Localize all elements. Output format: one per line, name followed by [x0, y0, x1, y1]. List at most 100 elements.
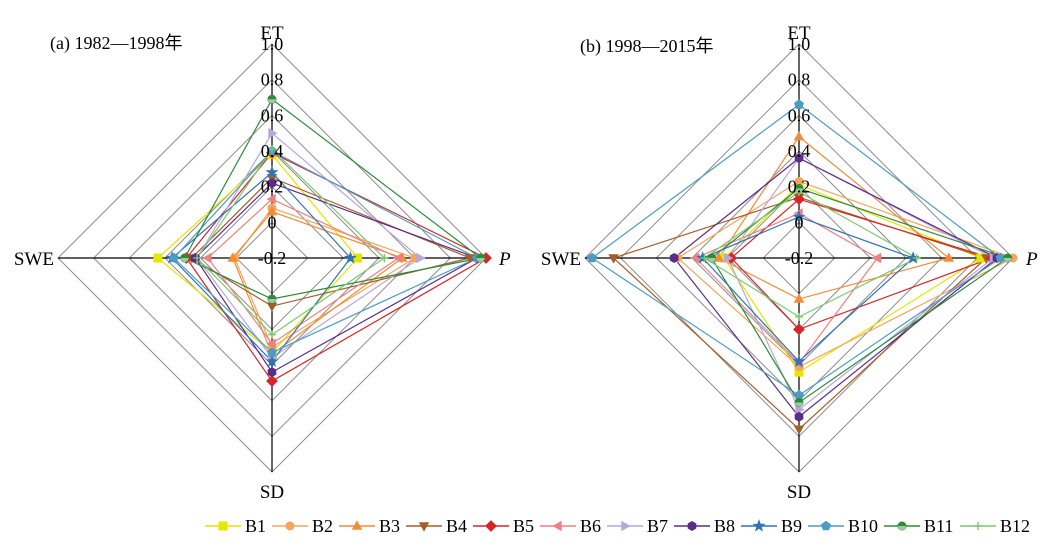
- tick-label: 0.2: [788, 177, 811, 197]
- data-point-b10-sd: [794, 390, 804, 400]
- legend-label: B6: [580, 516, 601, 536]
- legend-marker: [687, 521, 697, 531]
- data-point-b12-sd: [268, 330, 276, 339]
- tick-label: 1.0: [261, 34, 284, 54]
- tick-label: 0: [795, 212, 804, 232]
- data-point-b11-sd: [794, 397, 804, 407]
- data-point-b7-swe: [723, 252, 734, 264]
- data-point-b11-p: [476, 253, 486, 263]
- legend-item-b9: B9: [741, 516, 802, 536]
- data-point-b6-swe: [689, 252, 700, 264]
- data-point-b12-swe: [193, 254, 202, 262]
- axis-label-swe: SWE: [541, 249, 581, 270]
- tick-label: 0.8: [788, 70, 811, 90]
- legend-item-b12: B12: [960, 516, 1030, 536]
- panel-b: 1.0 0.8 0.6 0.4 0.2 0 -0.2 ET P SD SWE (b) 1998—201…: [541, 23, 1038, 503]
- data-point-b1-p: [353, 253, 363, 263]
- legend-marker: [897, 521, 907, 531]
- legend-item-b2: B2: [272, 516, 333, 536]
- axis-label-p: P: [1025, 249, 1038, 270]
- legend-marker: [974, 522, 982, 530]
- axis-label-swe: SWE: [14, 249, 54, 270]
- legend-marker: [218, 521, 228, 531]
- legend-label: B5: [513, 516, 534, 536]
- legend-label: B10: [848, 516, 878, 536]
- series-line-b11: [710, 187, 1009, 404]
- tick-label: 0.6: [261, 105, 284, 125]
- legend-item-b8: B8: [674, 516, 735, 536]
- data-point-b12-swe: [700, 254, 709, 262]
- data-point-b4-swe: [608, 254, 619, 264]
- tick-label: -0.2: [258, 248, 287, 268]
- legend-label: B1: [245, 516, 266, 536]
- data-point-b1-swe: [153, 253, 163, 263]
- data-point-b11-et: [267, 94, 277, 104]
- data-point-b4-sd: [793, 425, 805, 435]
- data-point-b8-et: [267, 178, 277, 189]
- data-point-b7-sd: [795, 404, 805, 415]
- data-point-b3-swe: [713, 252, 725, 262]
- tick-label: 1.0: [788, 34, 811, 54]
- panel-a: 1.0 0.8 0.6 0.4 0.2 0 -0.2 ET P SD SWE (a) 1982—199…: [14, 23, 511, 503]
- axis-label-et: ET: [787, 23, 811, 44]
- legend-label: B9: [781, 516, 802, 536]
- data-point-b12-p: [912, 254, 921, 262]
- data-point-b11-sd: [267, 294, 277, 304]
- legend-marker: [351, 520, 363, 530]
- axis-label-sd: SD: [260, 482, 284, 503]
- tick-label: 0: [268, 212, 277, 232]
- legend-item-b7: B7: [607, 516, 668, 536]
- legend-label: B4: [446, 516, 467, 536]
- series-line-b5: [730, 198, 994, 331]
- axis-label-sd: SD: [787, 482, 811, 503]
- data-point-b3-et: [266, 206, 278, 216]
- legend-marker: [418, 522, 430, 532]
- data-point-b10-swe: [168, 252, 179, 263]
- tick-label: 0.2: [261, 177, 284, 197]
- tick-label: -0.2: [785, 248, 814, 268]
- data-point-b6-et: [266, 193, 276, 205]
- panel-title: (b) 1998—2015年: [580, 36, 714, 57]
- data-point-b9-sd: [265, 354, 279, 368]
- data-point-b6-swe: [202, 252, 212, 264]
- data-point-b11-swe: [707, 253, 717, 263]
- legend-item-b10: B10: [808, 516, 878, 536]
- data-point-b3-swe: [227, 252, 239, 262]
- legend-item-b3: B3: [339, 516, 400, 536]
- legend-marker: [485, 520, 497, 532]
- data-point-b7-p: [416, 252, 426, 264]
- data-point-b6-sd: [266, 338, 276, 349]
- data-point-b9-sd: [792, 354, 806, 368]
- legend-marker: [552, 520, 562, 532]
- data-point-b8-et: [794, 153, 804, 164]
- legend-label: B2: [312, 516, 333, 536]
- data-point-b8-sd: [267, 367, 277, 378]
- data-point-b7-et: [268, 127, 278, 139]
- legend-label: B3: [379, 516, 400, 536]
- tick-label: 0.8: [261, 70, 284, 90]
- data-point-b10-swe: [587, 252, 598, 263]
- tick-label: 0.6: [788, 105, 811, 125]
- legend: B1 B2 B3 B4 B5 B6 B7 B8 B9 B10 B11 B12: [205, 516, 1030, 536]
- series-line-b2: [676, 180, 1015, 368]
- data-point-b8-swe: [669, 253, 679, 263]
- tick-label: 0.4: [788, 141, 811, 161]
- legend-item-b11: B11: [884, 516, 953, 536]
- data-point-b12-et: [268, 145, 276, 154]
- data-point-b9-et: [265, 165, 279, 178]
- data-point-b8-sd: [794, 411, 804, 422]
- data-point-b11-swe: [180, 253, 190, 263]
- legend-marker: [621, 520, 631, 532]
- series-line-b6: [206, 198, 400, 345]
- legend-label: B8: [714, 516, 735, 536]
- tick-label: 0.4: [261, 141, 284, 161]
- series-line-b7: [726, 157, 995, 411]
- data-point-b5-sd: [266, 375, 278, 387]
- data-point-b9-et: [792, 210, 806, 223]
- data-point-b11-p: [1003, 253, 1013, 263]
- data-point-b4-sd: [266, 302, 278, 312]
- data-point-b5-et: [793, 193, 805, 206]
- legend-marker: [285, 521, 295, 531]
- data-point-b9-p: [343, 251, 358, 264]
